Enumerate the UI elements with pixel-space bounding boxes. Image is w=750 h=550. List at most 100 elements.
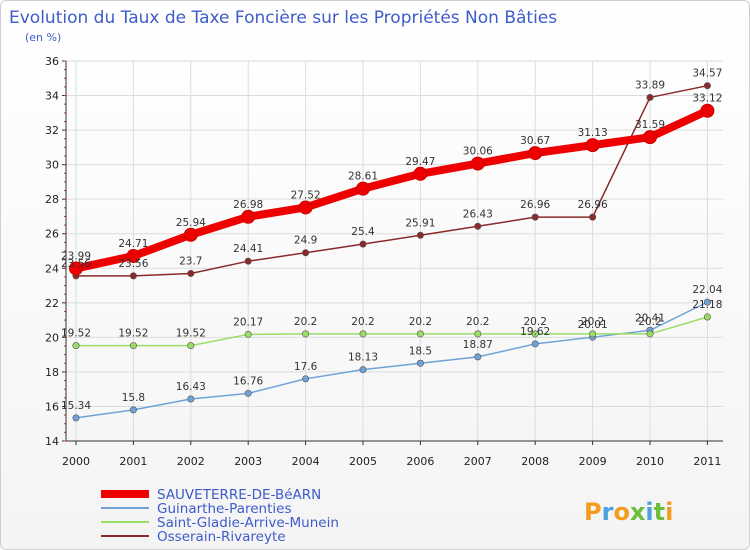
data-label: 31.13 — [578, 127, 608, 139]
data-label: 15.8 — [122, 392, 145, 404]
y-tick-label: 26 — [45, 228, 59, 241]
logo-letter: t — [654, 498, 665, 526]
y-tick-label: 28 — [45, 193, 59, 206]
chart-title: Evolution du Taux de Taxe Foncière sur l… — [9, 8, 557, 28]
data-label: 19.52 — [61, 328, 91, 340]
data-label: 26.96 — [578, 199, 608, 211]
data-point — [129, 342, 137, 350]
data-label: 15.34 — [61, 400, 91, 412]
proxiti-logo: Proxiti — [584, 498, 673, 526]
data-point — [413, 166, 428, 181]
data-point — [646, 330, 654, 338]
data-label: 23.56 — [61, 258, 91, 270]
data-label: 30.06 — [463, 146, 493, 158]
x-tick-label: 2001 — [119, 455, 147, 468]
y-tick-label: 24 — [45, 262, 59, 275]
data-label: 26.43 — [463, 208, 493, 220]
data-point — [531, 213, 539, 221]
data-point — [531, 330, 539, 338]
data-label: 20.2 — [294, 316, 317, 328]
data-point — [643, 130, 657, 145]
chart-subtitle: (en %) — [25, 31, 61, 44]
data-label: 20.41 — [635, 312, 665, 324]
data-point — [187, 395, 195, 403]
data-point — [302, 249, 310, 257]
data-label: 21.18 — [692, 299, 722, 311]
data-label: 20.2 — [351, 316, 374, 328]
data-point — [183, 227, 198, 242]
series-2 — [72, 298, 711, 422]
data-point — [474, 353, 482, 361]
data-label: 26.98 — [233, 199, 263, 211]
data-point — [72, 342, 80, 350]
data-label: 20.2 — [638, 316, 661, 328]
data-point — [359, 330, 367, 338]
y-tick-label: 14 — [45, 435, 59, 448]
data-label: 24.41 — [233, 243, 263, 255]
series-1 — [69, 103, 715, 276]
data-point — [244, 389, 252, 397]
data-point — [474, 330, 482, 338]
legend-label: Saint-Gladie-Arrive-Munein — [157, 515, 339, 531]
data-label: 16.76 — [233, 375, 263, 387]
data-point — [359, 366, 367, 374]
data-label: 33.89 — [635, 79, 665, 91]
data-label: 17.6 — [294, 361, 318, 373]
x-tick-label: 2010 — [636, 455, 664, 468]
data-point — [129, 406, 137, 414]
data-label: 20.17 — [233, 316, 263, 328]
data-label: 19.52 — [176, 328, 206, 340]
data-point — [302, 330, 310, 338]
data-label: 34.57 — [692, 68, 722, 80]
data-point — [703, 298, 711, 306]
logo-letter: P — [584, 498, 602, 526]
data-point — [585, 138, 600, 153]
data-point — [126, 249, 141, 264]
data-point — [646, 93, 654, 101]
data-point — [589, 213, 597, 221]
data-label: 20.2 — [409, 316, 432, 328]
data-label: 31.59 — [635, 119, 665, 131]
data-point — [700, 103, 715, 118]
logo-letter: x — [630, 498, 646, 526]
data-label: 18.13 — [348, 352, 378, 364]
data-label: 25.4 — [351, 226, 375, 238]
y-tick-label: 34 — [45, 90, 59, 103]
data-labels: 15.34 15.8 16.43 16.76 17.6 18.13 18.5 18.87 19.… — [61, 68, 723, 412]
data-point — [470, 156, 485, 171]
data-point — [474, 222, 482, 230]
x-tick-label: 2005 — [349, 455, 377, 468]
x-tick-label: 2002 — [177, 455, 205, 468]
data-point — [589, 330, 597, 338]
y-tick-label: 30 — [45, 159, 59, 172]
data-label: 22.04 — [692, 284, 722, 296]
series-line — [75, 301, 709, 419]
logo-letter: o — [613, 498, 630, 526]
data-point — [359, 240, 367, 248]
data-label: 20.2 — [466, 316, 489, 328]
x-tick-label: 2004 — [292, 455, 320, 468]
data-label: 25.91 — [405, 217, 435, 229]
data-point — [528, 146, 543, 161]
x-tick-label: 2009 — [579, 455, 607, 468]
data-label: 24.9 — [294, 235, 317, 247]
data-point — [187, 342, 195, 350]
data-point — [416, 359, 424, 367]
data-point — [244, 257, 252, 265]
y-tick-label: 18 — [45, 366, 59, 379]
x-tick-label: 2006 — [406, 455, 434, 468]
logo-letter: i — [645, 498, 653, 526]
data-label: 20.2 — [524, 316, 547, 328]
logo-text: Proxiti — [584, 498, 673, 526]
axes: 14 16 18 20 22 24 26 28 30 32 34 36 2000 2001 2002 2003… — [45, 55, 723, 468]
data-point — [69, 261, 83, 276]
logo-letter: i — [665, 498, 673, 526]
x-tick-label: 2011 — [693, 455, 721, 468]
y-tick-label: 32 — [45, 124, 59, 137]
data-label: 25.94 — [176, 217, 206, 229]
legend-label: Guinarthe-Parenties — [157, 501, 291, 517]
data-point — [241, 209, 256, 224]
data-point — [531, 340, 539, 348]
series-line — [72, 106, 712, 273]
data-label: 19.52 — [118, 328, 148, 340]
